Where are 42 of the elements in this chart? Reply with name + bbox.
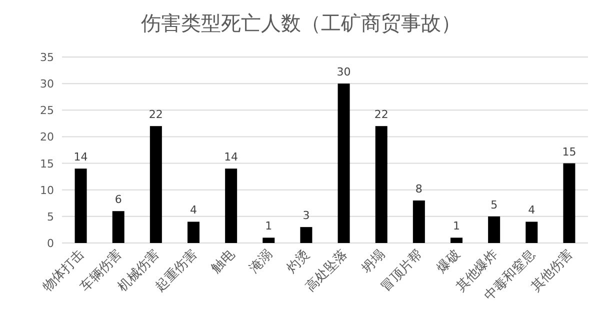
bar [262,238,275,243]
data-label: 30 [336,66,351,79]
data-label: 8 [415,182,422,196]
bar [112,211,124,243]
bar [74,168,87,243]
x-tick-label: 淹溺 [246,247,276,276]
x-tick-label: 坍塌 [358,247,388,277]
data-label: 1 [453,220,460,233]
chart-title: 伤害类型死亡人数（工矿商贸事故） [141,11,461,35]
bar [563,163,576,243]
data-label: 22 [148,108,163,122]
data-label: 15 [562,145,576,158]
x-tick-label: 触电 [208,247,238,276]
x-tick-label: 爆破 [434,247,464,276]
y-tick-label: 0 [47,237,54,250]
data-label: 4 [528,204,536,217]
bar [450,238,462,243]
data-label: 3 [302,209,310,222]
bar [488,216,500,243]
bar [188,222,200,243]
bar [225,168,238,243]
data-label: 6 [114,193,122,206]
y-tick-label: 10 [40,184,54,197]
y-tick-label: 15 [40,157,54,170]
data-label: 5 [490,198,498,212]
y-tick-label: 35 [40,51,54,64]
y-tick-label: 5 [47,210,54,224]
data-label: 22 [374,108,388,122]
bar [150,126,162,243]
bar [526,222,538,243]
bar [375,126,388,243]
bar [300,227,312,243]
x-tick-label: 灼烫 [284,247,314,276]
data-label: 14 [224,150,238,164]
data-label: 1 [265,220,272,233]
y-tick-label: 20 [40,130,54,144]
y-tick-label: 25 [40,104,54,118]
y-tick-label: 30 [40,78,54,91]
data-label: 4 [190,204,197,217]
data-label: 14 [74,150,88,164]
bar [412,200,425,243]
bar [338,84,350,243]
